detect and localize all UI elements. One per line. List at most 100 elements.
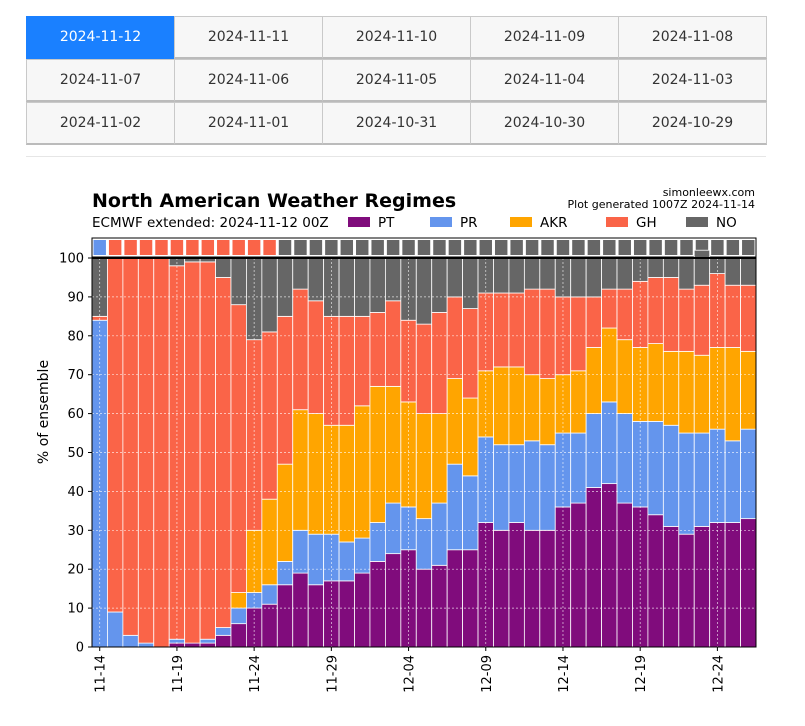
bar-segment-gh: [107, 257, 124, 613]
strip-cell: [541, 240, 554, 255]
bar-segment-gh: [369, 312, 386, 387]
bar-segment-gh: [122, 257, 139, 636]
bar-segment-akr: [261, 498, 278, 586]
legend-label-gh: GH: [636, 215, 657, 231]
bar-segment-no: [570, 257, 587, 298]
bar-segment-no: [693, 249, 711, 286]
bar-segment-pr: [323, 533, 340, 582]
x-tick-label: 11-19: [171, 655, 186, 693]
bar-segment-no: [493, 257, 510, 294]
bar-segment-no: [384, 257, 402, 302]
bar-segment-akr: [338, 424, 355, 543]
strip-cell: [711, 240, 724, 255]
bar-segment-gh: [431, 312, 448, 415]
tab-2024-11-11[interactable]: 2024-11-11: [174, 16, 323, 59]
tab-2024-11-03[interactable]: 2024-11-03: [618, 59, 767, 102]
bar-segment-no: [431, 257, 448, 313]
bar-segment-pt: [369, 561, 386, 648]
bar-segment-gh: [693, 284, 711, 356]
bar-segment-gh: [400, 319, 417, 403]
bar-segment-no: [338, 257, 355, 317]
legend-swatch-gh: [606, 217, 628, 227]
bar-segment-pt: [230, 623, 247, 648]
strip-cell: [232, 240, 245, 255]
bar-segment-akr: [523, 374, 541, 442]
bar-segment-akr: [493, 366, 510, 446]
tab-2024-10-30[interactable]: 2024-10-30: [470, 102, 619, 145]
strip-cell: [510, 240, 523, 255]
bar-segment-akr: [431, 413, 448, 504]
chart-generated: Plot generated 1007Z 2024-11-14: [568, 198, 756, 211]
bar-segment-gh: [307, 300, 325, 414]
bar-segment-gh: [493, 292, 510, 368]
strip-cell: [263, 240, 276, 255]
bar-segment-no: [523, 257, 541, 290]
bar-segment-no: [307, 257, 325, 302]
bar-segment-no: [415, 257, 433, 325]
bar-segment-pr: [431, 502, 448, 566]
strip-cell: [155, 240, 168, 255]
bar-segment-pr: [122, 634, 139, 648]
x-tick-label: 12-09: [480, 655, 495, 693]
bar-segment-akr: [616, 339, 633, 415]
bar-segment-gh: [678, 288, 695, 352]
bar-segment-pr: [384, 502, 402, 555]
tab-2024-11-05[interactable]: 2024-11-05: [322, 59, 471, 102]
tab-2024-11-06[interactable]: 2024-11-06: [174, 59, 323, 102]
tab-2024-11-10[interactable]: 2024-11-10: [322, 16, 471, 59]
tab-2024-11-02[interactable]: 2024-11-02: [26, 102, 175, 145]
y-tick-label: 20: [67, 563, 84, 578]
bar-segment-pr: [354, 537, 371, 574]
bar-segment-pr: [508, 444, 525, 523]
strip-cell: [186, 240, 199, 255]
legend-label-akr: AKR: [540, 215, 567, 231]
strip-cell: [556, 240, 570, 255]
y-tick-label: 100: [59, 252, 84, 267]
tab-2024-11-12[interactable]: 2024-11-12: [26, 16, 175, 59]
bar-segment-no: [369, 257, 386, 313]
bars: [91, 249, 757, 648]
bar-segment-pt: [199, 642, 216, 648]
strip-cell: [309, 240, 323, 255]
strip-cell: [247, 240, 261, 255]
bar-segment-pr: [446, 463, 464, 551]
bar-segment-pt: [261, 603, 278, 648]
strip-cell: [603, 240, 616, 255]
tab-2024-11-09[interactable]: 2024-11-09: [470, 16, 619, 59]
tab-2024-11-07[interactable]: 2024-11-07: [26, 59, 175, 102]
bar-segment-gh: [276, 315, 294, 465]
bar-segment-akr: [570, 370, 587, 434]
strip-cell: [139, 240, 153, 255]
strip-cell: [726, 240, 740, 255]
bar-segment-pr: [338, 541, 355, 582]
bar-segment-gh: [724, 284, 741, 348]
bar-segment-akr: [354, 405, 371, 539]
bar-segment-gh: [261, 331, 278, 500]
bar-segment-pr: [215, 627, 232, 636]
bar-segment-pt: [740, 518, 757, 648]
strip-cell: [448, 240, 462, 255]
tab-2024-10-29[interactable]: 2024-10-29: [618, 102, 767, 145]
bar-segment-pr: [493, 444, 510, 531]
bar-segment-pr: [107, 611, 124, 648]
bar-segment-no: [261, 257, 278, 333]
chart-title: North American Weather Regimes: [92, 190, 456, 212]
y-tick-label: 50: [67, 446, 84, 461]
tab-2024-11-08[interactable]: 2024-11-08: [618, 16, 767, 59]
bar-segment-pt: [184, 642, 201, 648]
legend-label-pr: PR: [460, 215, 478, 231]
y-tick-label: 80: [67, 329, 84, 344]
bar-segment-pt: [662, 526, 680, 648]
strip-cell: [402, 240, 415, 255]
y-tick-label: 90: [67, 290, 84, 305]
bar-segment-gh: [662, 277, 680, 352]
bar-segment-pr: [415, 518, 433, 570]
tab-2024-11-01[interactable]: 2024-11-01: [174, 102, 323, 145]
legend-label-pt: PT: [378, 215, 395, 231]
tab-2024-11-04[interactable]: 2024-11-04: [470, 59, 619, 102]
strip-cell: [417, 240, 431, 255]
bar-segment-gh: [354, 315, 371, 407]
tab-2024-10-31[interactable]: 2024-10-31: [322, 102, 471, 145]
bar-segment-pt: [477, 522, 494, 648]
bar-segment-pt: [292, 572, 309, 648]
